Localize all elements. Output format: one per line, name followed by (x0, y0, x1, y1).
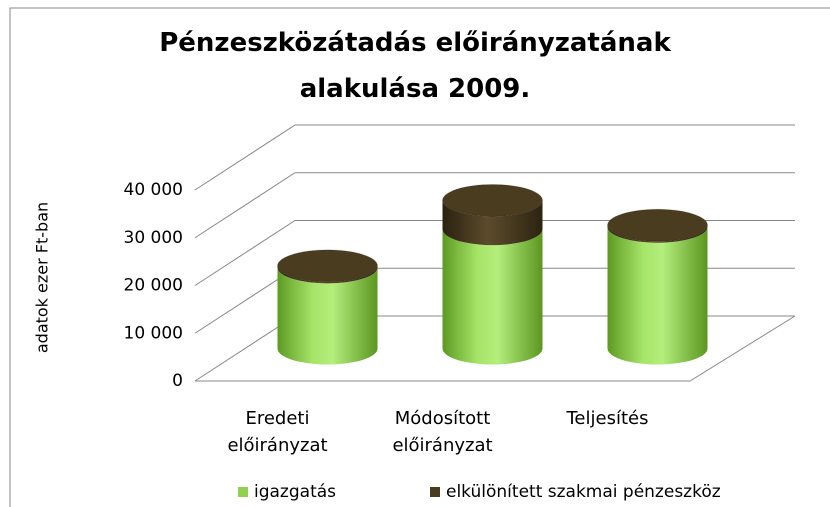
y-axis-label: adatok ezer Ft-ban (32, 201, 52, 354)
chart-title: Pénzeszközátadás előirányzatának alakulá… (159, 28, 671, 104)
legend-label: igazgatás (254, 482, 337, 502)
cylinder-segment (277, 267, 378, 365)
cylinder-segment (442, 229, 543, 365)
legend-item: elkülönített szakmai pénzeszköz (430, 482, 721, 502)
x-tick-label: Teljesítés (566, 408, 649, 429)
cylinder-top (277, 249, 378, 283)
cylinder-top (607, 208, 708, 242)
y-tick-label: 0 (172, 371, 183, 391)
legend-swatch (238, 487, 248, 497)
cylinder-segment (442, 200, 543, 246)
floor (195, 315, 796, 382)
cylinder-segment (607, 226, 708, 365)
y-tick-label: 20 000 (124, 276, 183, 296)
grid-line (194, 124, 795, 191)
grid-line (194, 172, 795, 239)
legend-swatch (430, 487, 440, 497)
x-tick-label: Módosított előirányzat (392, 408, 493, 456)
y-tick-label: 30 000 (124, 228, 183, 248)
legend-item: igazgatás (238, 482, 336, 502)
legend-label: elkülönített szakmai pénzeszköz (446, 482, 721, 502)
y-tick-label: 40 000 (124, 180, 183, 200)
y-tick-label: 10 000 (124, 323, 183, 343)
cylinder-top (442, 183, 543, 217)
x-tick-label: Eredeti előirányzat (227, 408, 328, 456)
chart-border (9, 7, 830, 507)
